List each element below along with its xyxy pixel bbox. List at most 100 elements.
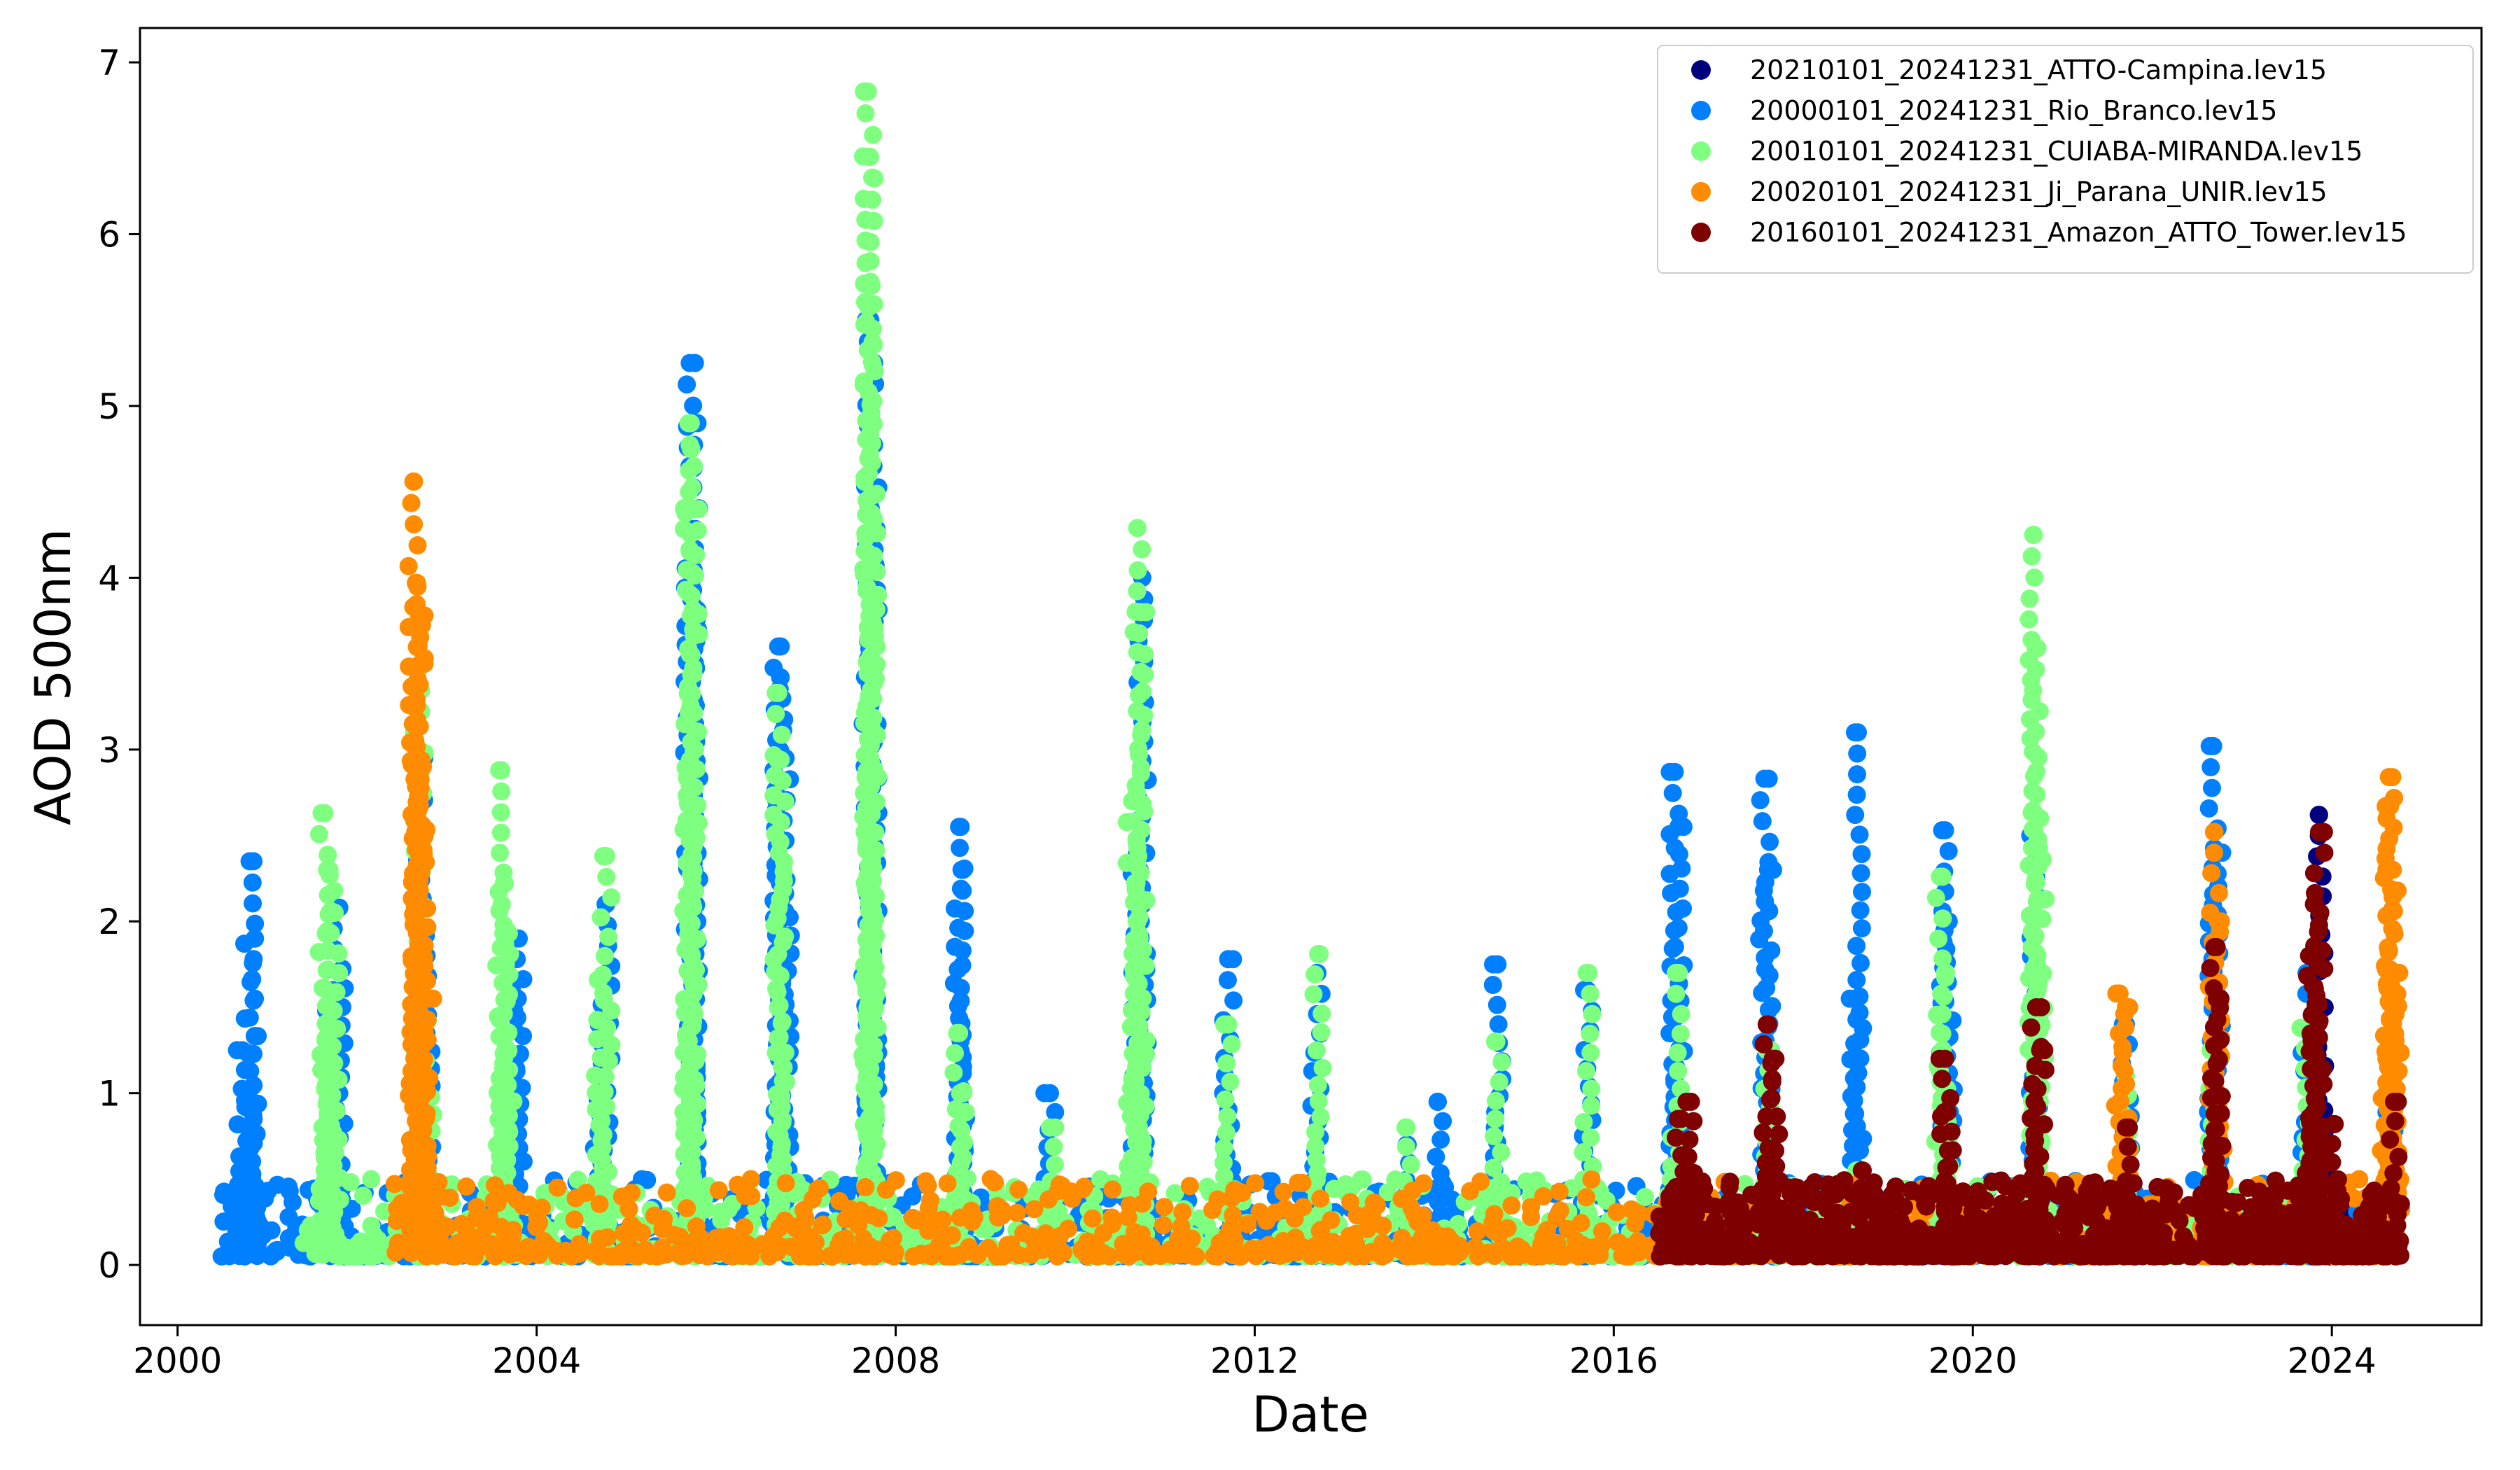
data-point <box>867 524 886 542</box>
data-point <box>2036 890 2055 909</box>
data-point <box>2026 870 2045 889</box>
data-point <box>688 521 707 540</box>
data-point <box>1762 941 1781 960</box>
data-point <box>856 104 875 122</box>
data-point <box>1932 984 1951 1003</box>
data-point <box>499 1023 518 1042</box>
data-point <box>1933 909 1952 928</box>
data-point <box>864 690 883 708</box>
data-point <box>682 684 701 703</box>
data-point-peak <box>2204 736 2222 755</box>
data-point <box>241 1139 260 1158</box>
data-point <box>362 1216 381 1235</box>
data-point <box>1483 975 1502 994</box>
data-point <box>860 444 879 463</box>
data-point-peak <box>769 637 788 656</box>
data-point <box>1847 785 1866 804</box>
data-point <box>1129 686 1148 705</box>
data-point <box>860 876 879 895</box>
data-point <box>862 805 881 824</box>
data-point <box>2185 1170 2204 1189</box>
data-point <box>602 1001 621 1020</box>
data-point <box>1753 812 1772 831</box>
data-point <box>771 813 790 832</box>
data-point <box>495 1107 514 1126</box>
data-point <box>1486 1110 1505 1128</box>
data-point <box>1492 1143 1511 1162</box>
data-point <box>594 965 612 984</box>
data-point <box>602 1035 621 1054</box>
data-point <box>491 844 510 862</box>
data-point <box>244 1044 262 1063</box>
data-point <box>1308 1075 1327 1094</box>
data-point <box>2026 722 2045 741</box>
data-point <box>1581 1043 1600 1062</box>
data-point-peak <box>952 860 971 879</box>
data-point <box>859 383 878 402</box>
data-point <box>690 625 708 644</box>
data-point <box>309 825 328 844</box>
data-point <box>499 1041 518 1060</box>
data-point <box>1848 744 1867 763</box>
data-point <box>952 1121 971 1140</box>
data-point-peak <box>679 414 698 433</box>
data-point <box>2025 568 2044 587</box>
data-point-peak <box>1935 963 1954 982</box>
data-point <box>2028 981 2047 1000</box>
data-point <box>1133 941 1152 960</box>
data-point <box>2202 758 2220 777</box>
data-point <box>709 1181 728 1200</box>
data-point <box>2027 909 2046 927</box>
data-point <box>867 562 886 581</box>
data-point <box>244 1110 263 1128</box>
data-point <box>1674 899 1693 918</box>
data-point <box>862 403 881 422</box>
data-point-peak <box>494 874 513 893</box>
data-point-peak <box>953 1084 972 1102</box>
data-point-peak <box>950 818 969 836</box>
data-point <box>862 504 881 523</box>
data-point <box>684 664 703 683</box>
data-point <box>354 1186 372 1205</box>
data-point-peak <box>1041 1084 1060 1102</box>
data-point <box>246 989 265 1008</box>
data-point <box>1667 984 1686 1003</box>
data-point <box>638 1170 657 1189</box>
data-point <box>1166 1184 1184 1203</box>
data-point <box>280 1182 299 1200</box>
data-point <box>362 1170 381 1189</box>
data-point <box>866 823 885 842</box>
data-point <box>859 298 878 317</box>
data-point <box>327 983 346 1002</box>
data-point <box>2033 850 2052 869</box>
data-point <box>858 341 877 360</box>
data-point <box>1133 540 1152 559</box>
data-point <box>1432 1130 1450 1149</box>
data-point <box>1751 791 1770 810</box>
data-point <box>1672 1004 1690 1023</box>
data-point <box>2026 660 2045 679</box>
data-point <box>2033 964 2052 983</box>
data-point <box>858 543 877 562</box>
data-point <box>863 190 882 209</box>
data-point <box>860 607 879 626</box>
data-point <box>1132 820 1151 839</box>
data-point-peak <box>858 82 877 101</box>
data-point <box>688 796 707 815</box>
data-point <box>1850 987 1869 1006</box>
data-point <box>599 1051 618 1070</box>
data-point <box>685 778 704 797</box>
data-point <box>1128 839 1147 858</box>
data-point <box>323 1086 342 1105</box>
data-point-peak <box>1041 1118 1060 1137</box>
data-point <box>1760 832 1779 851</box>
data-point <box>329 1070 348 1089</box>
data-point <box>2023 782 2042 801</box>
data-point <box>769 945 788 964</box>
data-point <box>678 375 696 394</box>
data-point <box>863 319 882 338</box>
data-point <box>1309 1092 1328 1111</box>
data-point <box>867 484 886 503</box>
data-point <box>766 962 785 981</box>
data-point <box>2028 946 2047 965</box>
